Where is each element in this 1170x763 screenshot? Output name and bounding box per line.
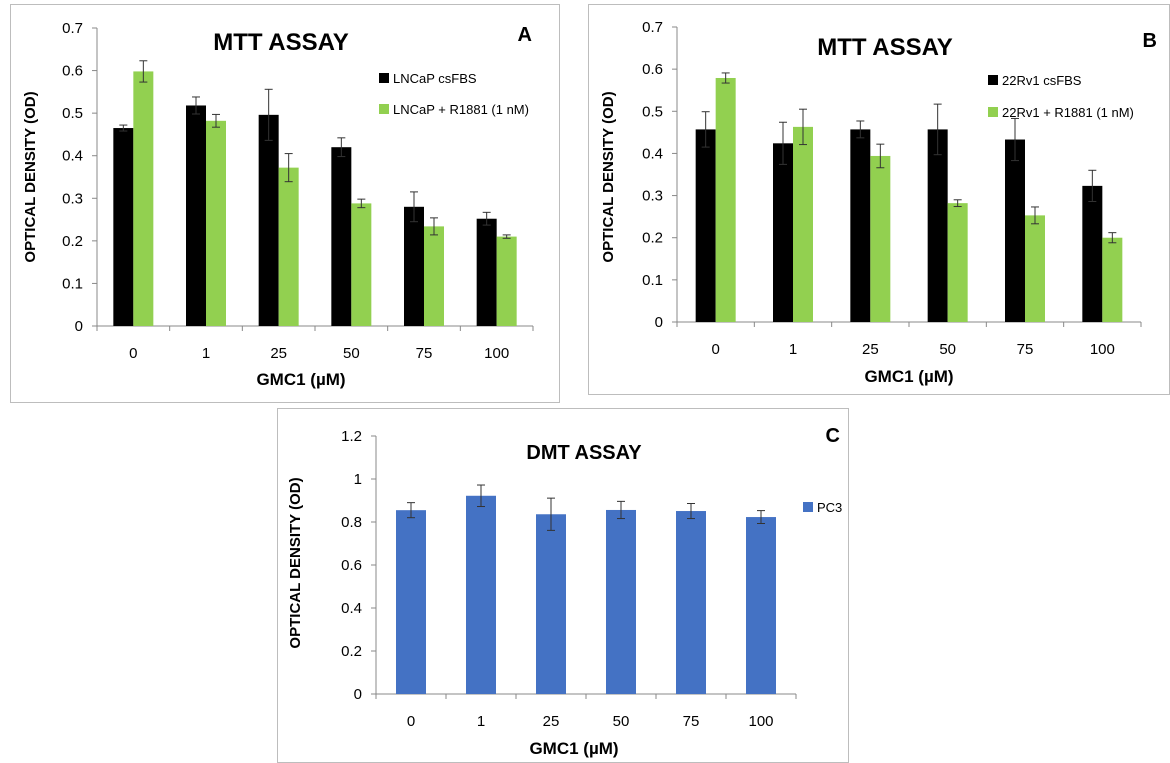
panel-letter: B — [1143, 30, 1157, 52]
y-tick-label: 0.7 — [62, 20, 83, 37]
bar — [676, 511, 706, 694]
x-tick-label: 50 — [613, 713, 630, 730]
x-axis-label: GMC1 (µM) — [256, 370, 345, 389]
bar — [476, 218, 497, 326]
bar — [278, 167, 299, 326]
bar — [1082, 185, 1103, 322]
x-tick-label: 25 — [543, 713, 560, 730]
panel-letter: C — [826, 425, 840, 447]
y-tick-label: 0.8 — [341, 514, 362, 531]
x-tick-label: 100 — [748, 713, 773, 730]
chart-b-svg: 0 0.1 0.2 0.3 0.4 0.5 0.6 0.7 0 1 25 50 75 100 MTT ASS… — [600, 19, 1157, 386]
legend-label: LNCaP + R1881 (1 nM) — [393, 102, 529, 117]
x-tick-label: 0 — [711, 341, 719, 358]
bar — [496, 236, 517, 326]
y-tick-label: 0.6 — [642, 61, 663, 78]
legend-label: 22Rv1 csFBS — [1002, 73, 1082, 88]
x-tick-label: 0 — [407, 713, 415, 730]
y-tick-label: 0.2 — [642, 230, 663, 247]
legend-label: 22Rv1 + R1881 (1 nM) — [1002, 105, 1134, 120]
x-tick-label: 100 — [1090, 341, 1115, 358]
y-axis-label: OPTICAL DENSITY (OD) — [600, 91, 617, 262]
bar — [466, 495, 496, 694]
x-tick-label: 25 — [862, 341, 879, 358]
bar — [695, 129, 716, 322]
bar — [1025, 215, 1045, 322]
y-tick-label: 0.4 — [341, 600, 362, 617]
legend-swatch — [988, 107, 998, 117]
bar — [536, 514, 566, 694]
chart-panel-a: 0 0.1 0.2 0.3 0.4 0.5 0.6 0.7 0 1 25 50 75 100 MTT ASS… — [10, 4, 560, 403]
chart-title: DMT ASSAY — [526, 442, 642, 464]
x-tick-label: 100 — [484, 345, 509, 362]
y-tick-label: 0 — [354, 686, 362, 703]
bar — [947, 203, 968, 322]
x-axis-label: GMC1 (µM) — [864, 367, 953, 386]
x-tick-label: 1 — [202, 345, 210, 362]
bar — [746, 517, 776, 694]
y-axis-label: OPTICAL DENSITY (OD) — [22, 91, 39, 262]
bar — [186, 105, 206, 326]
y-tick-label: 0.4 — [642, 145, 663, 162]
bar — [606, 509, 636, 694]
bar — [773, 143, 793, 322]
bar — [870, 155, 891, 322]
y-tick-label: 0.3 — [642, 188, 663, 205]
x-tick-label: 75 — [1017, 341, 1034, 358]
x-tick-label: 50 — [343, 345, 360, 362]
bar — [793, 126, 813, 322]
bar — [133, 71, 154, 327]
panel-letter: A — [518, 24, 532, 46]
chart-c-svg: 0 0.2 0.4 0.6 0.8 1 1.2 0 1 25 50 75 100 DMT ASSAY C GM… — [287, 425, 842, 758]
legend-swatch — [803, 502, 813, 512]
y-tick-label: 0 — [75, 318, 83, 335]
bar — [715, 77, 736, 322]
y-tick-label: 0.2 — [62, 233, 83, 250]
legend-label: LNCaP csFBS — [393, 71, 477, 86]
y-tick-label: 0.4 — [62, 148, 83, 165]
bar — [1102, 237, 1123, 322]
bar — [113, 128, 134, 326]
chart-a-svg: 0 0.1 0.2 0.3 0.4 0.5 0.6 0.7 0 1 25 50 75 100 MTT ASS… — [22, 20, 534, 389]
bar — [351, 203, 372, 326]
y-tick-label: 0.5 — [642, 103, 663, 120]
bar — [258, 114, 279, 327]
x-tick-label: 1 — [477, 713, 485, 730]
chart-panel-b: 0 0.1 0.2 0.3 0.4 0.5 0.6 0.7 0 1 25 50 75 100 MTT ASS… — [588, 4, 1170, 395]
chart-title: MTT ASSAY — [213, 29, 349, 56]
y-tick-label: 0 — [655, 314, 663, 331]
y-tick-label: 0.2 — [341, 643, 362, 660]
x-tick-label: 0 — [129, 345, 137, 362]
y-tick-label: 0.1 — [642, 272, 663, 289]
y-tick-label: 0.7 — [642, 19, 663, 36]
chart-title: MTT ASSAY — [817, 34, 953, 61]
x-tick-label: 25 — [270, 345, 287, 362]
y-axis-label: OPTICAL DENSITY (OD) — [287, 477, 304, 648]
x-tick-label: 50 — [939, 341, 956, 358]
legend-swatch — [379, 73, 389, 83]
chart-panel-c: 0 0.2 0.4 0.6 0.8 1 1.2 0 1 25 50 75 100 DMT ASSAY C GM… — [277, 408, 849, 763]
legend-swatch — [988, 75, 998, 85]
y-tick-label: 0.5 — [62, 105, 83, 122]
x-tick-label: 1 — [789, 341, 797, 358]
bar — [1005, 139, 1025, 322]
bar — [927, 129, 948, 322]
y-tick-label: 1.2 — [341, 428, 362, 445]
legend-swatch — [379, 104, 389, 114]
bar — [424, 226, 444, 326]
y-tick-label: 0.6 — [341, 557, 362, 574]
bar — [850, 129, 871, 322]
y-tick-label: 0.3 — [62, 190, 83, 207]
bar — [396, 510, 426, 694]
legend-label: PC3 — [817, 500, 842, 515]
x-axis-label: GMC1 (µM) — [529, 739, 618, 758]
y-tick-label: 1 — [354, 471, 362, 488]
y-tick-label: 0.1 — [62, 275, 83, 292]
bar — [206, 120, 226, 326]
x-tick-label: 75 — [416, 345, 433, 362]
x-tick-label: 75 — [683, 713, 700, 730]
y-tick-label: 0.6 — [62, 63, 83, 80]
bar — [331, 147, 352, 326]
bar — [404, 206, 424, 326]
